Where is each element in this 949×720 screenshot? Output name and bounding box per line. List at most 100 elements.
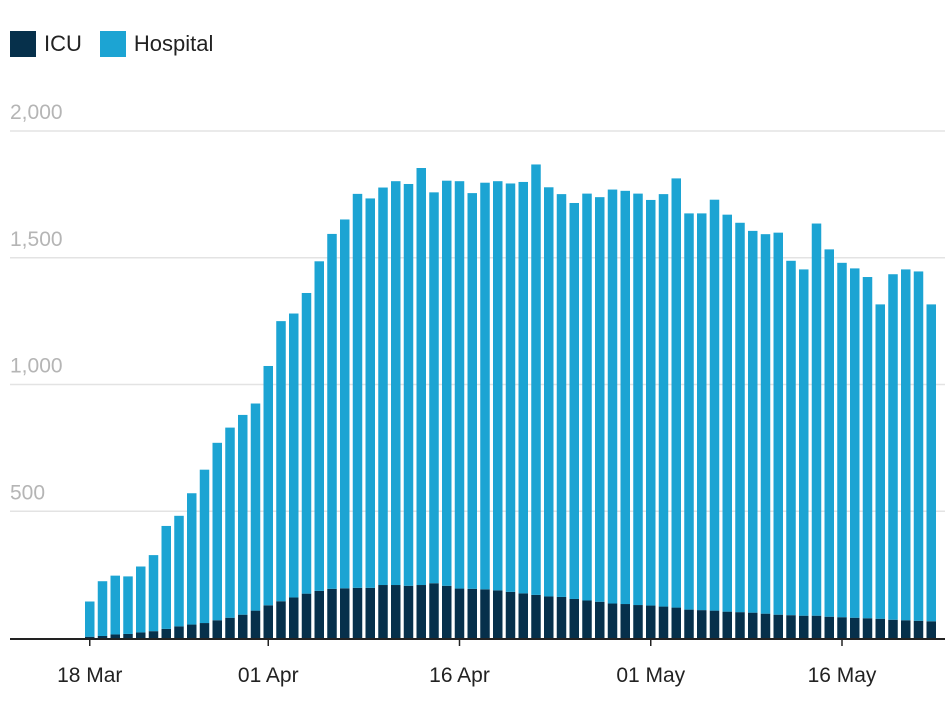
bar-hospital-2020-04-11[interactable]	[391, 181, 401, 586]
bar-hospital-2020-04-10[interactable]	[378, 187, 388, 586]
bar-icu-2020-05-23[interactable]	[926, 621, 937, 638]
bar-hospital-2020-04-05[interactable]	[314, 261, 325, 591]
bar-hospital-2020-04-14[interactable]	[429, 192, 439, 584]
bar-hospital-2020-04-23[interactable]	[544, 187, 554, 597]
bar-hospital-2020-03-23[interactable]	[148, 555, 159, 632]
bar-hospital-2020-05-21[interactable]	[901, 269, 911, 621]
bar-hospital-2020-04-22[interactable]	[531, 164, 541, 595]
bar-icu-2020-04-09[interactable]	[365, 587, 376, 638]
bar-hospital-2020-03-31[interactable]	[250, 403, 261, 611]
bar-hospital-2020-03-25[interactable]	[174, 515, 184, 627]
bar-icu-2020-05-18[interactable]	[862, 618, 873, 638]
bar-icu-2020-05-12[interactable]	[786, 615, 796, 638]
bar-icu-2020-04-15[interactable]	[442, 585, 452, 638]
bar-icu-2020-03-26[interactable]	[187, 624, 197, 638]
bar-hospital-2020-05-23[interactable]	[926, 304, 937, 622]
bar-icu-2020-05-10[interactable]	[760, 613, 771, 638]
bar-hospital-2020-05-15[interactable]	[824, 249, 835, 617]
bar-icu-2020-04-01[interactable]	[263, 605, 274, 638]
bar-hospital-2020-03-18[interactable]	[85, 601, 95, 637]
bar-hospital-2020-05-19[interactable]	[875, 304, 886, 619]
bar-icu-2020-04-10[interactable]	[378, 585, 388, 638]
bar-icu-2020-05-22[interactable]	[913, 620, 924, 638]
bar-icu-2020-04-02[interactable]	[276, 601, 286, 638]
bar-icu-2020-03-28[interactable]	[212, 620, 223, 638]
bar-hospital-2020-04-27[interactable]	[595, 197, 605, 602]
bar-hospital-2020-04-06[interactable]	[327, 233, 337, 589]
bar-hospital-2020-04-25[interactable]	[569, 202, 580, 599]
bar-icu-2020-03-20[interactable]	[110, 634, 121, 638]
bar-icu-2020-04-24[interactable]	[556, 596, 567, 638]
bar-hospital-2020-05-13[interactable]	[799, 269, 809, 616]
bar-icu-2020-05-06[interactable]	[709, 610, 720, 638]
bar-hospital-2020-04-04[interactable]	[301, 292, 312, 594]
bar-icu-2020-03-23[interactable]	[148, 631, 159, 638]
bar-icu-2020-04-16[interactable]	[454, 588, 465, 638]
bar-icu-2020-03-27[interactable]	[199, 623, 210, 638]
bar-hospital-2020-05-05[interactable]	[697, 213, 707, 611]
bar-icu-2020-04-06[interactable]	[327, 588, 337, 638]
bar-icu-2020-04-27[interactable]	[595, 601, 605, 638]
bar-hospital-2020-05-03[interactable]	[671, 178, 682, 608]
bar-hospital-2020-03-28[interactable]	[212, 442, 223, 621]
bar-icu-2020-04-21[interactable]	[518, 593, 529, 638]
bar-hospital-2020-03-30[interactable]	[238, 414, 248, 615]
bar-hospital-2020-04-28[interactable]	[607, 189, 618, 604]
bar-icu-2020-04-26[interactable]	[582, 600, 592, 638]
bar-icu-2020-04-14[interactable]	[429, 583, 439, 638]
bar-hospital-2020-05-20[interactable]	[888, 274, 898, 620]
bar-icu-2020-05-02[interactable]	[658, 606, 669, 638]
bar-icu-2020-05-20[interactable]	[888, 619, 898, 638]
bar-hospital-2020-04-17[interactable]	[467, 193, 478, 589]
bar-icu-2020-05-09[interactable]	[748, 612, 758, 638]
bar-icu-2020-05-19[interactable]	[875, 618, 886, 638]
bar-icu-2020-05-21[interactable]	[901, 620, 911, 638]
bar-hospital-2020-05-18[interactable]	[862, 277, 873, 619]
bar-icu-2020-04-13[interactable]	[416, 585, 427, 638]
bar-hospital-2020-05-12[interactable]	[786, 260, 796, 616]
bar-hospital-2020-04-18[interactable]	[480, 182, 490, 590]
bar-hospital-2020-04-20[interactable]	[505, 183, 516, 592]
bar-icu-2020-05-07[interactable]	[722, 611, 733, 638]
bar-icu-2020-05-11[interactable]	[773, 614, 784, 638]
bar-icu-2020-05-16[interactable]	[837, 617, 847, 638]
bar-icu-2020-05-17[interactable]	[850, 617, 860, 638]
bar-icu-2020-04-04[interactable]	[301, 593, 312, 638]
bar-icu-2020-05-03[interactable]	[671, 607, 682, 638]
bar-icu-2020-04-18[interactable]	[480, 589, 490, 638]
bar-hospital-2020-05-14[interactable]	[811, 223, 822, 616]
bar-icu-2020-05-13[interactable]	[799, 615, 809, 638]
bar-icu-2020-05-15[interactable]	[824, 616, 835, 638]
bar-icu-2020-03-31[interactable]	[250, 610, 261, 638]
bar-hospital-2020-04-03[interactable]	[289, 313, 299, 598]
bar-icu-2020-04-29[interactable]	[620, 604, 631, 638]
legend-item-hospital[interactable]: Hospital	[99, 31, 213, 57]
bar-hospital-2020-04-16[interactable]	[454, 181, 465, 589]
bar-icu-2020-04-11[interactable]	[391, 585, 401, 638]
bar-hospital-2020-04-30[interactable]	[633, 193, 643, 606]
bar-icu-2020-04-12[interactable]	[403, 585, 414, 638]
bar-icu-2020-05-14[interactable]	[811, 615, 822, 638]
bar-icu-2020-03-19[interactable]	[97, 635, 108, 638]
bar-icu-2020-04-19[interactable]	[493, 590, 503, 638]
bar-hospital-2020-03-20[interactable]	[110, 575, 121, 635]
bar-hospital-2020-04-19[interactable]	[493, 181, 503, 591]
bar-icu-2020-05-01[interactable]	[646, 605, 656, 638]
bar-hospital-2020-04-15[interactable]	[442, 180, 452, 586]
bar-hospital-2020-04-24[interactable]	[556, 194, 567, 597]
bar-hospital-2020-05-10[interactable]	[760, 234, 771, 614]
bar-hospital-2020-03-22[interactable]	[136, 566, 146, 633]
bar-icu-2020-04-22[interactable]	[531, 594, 541, 638]
bar-hospital-2020-04-12[interactable]	[403, 183, 414, 586]
bar-icu-2020-05-05[interactable]	[697, 610, 707, 638]
bar-hospital-2020-05-22[interactable]	[913, 271, 924, 621]
bar-hospital-2020-05-08[interactable]	[735, 222, 745, 613]
bar-hospital-2020-04-09[interactable]	[365, 198, 376, 588]
bar-hospital-2020-04-08[interactable]	[352, 193, 363, 588]
bar-hospital-2020-03-29[interactable]	[225, 427, 235, 618]
bar-icu-2020-03-21[interactable]	[123, 633, 133, 638]
bar-hospital-2020-04-21[interactable]	[518, 181, 529, 594]
bar-hospital-2020-04-01[interactable]	[263, 365, 274, 606]
bar-hospital-2020-05-02[interactable]	[658, 194, 669, 607]
bar-icu-2020-03-25[interactable]	[174, 626, 184, 638]
